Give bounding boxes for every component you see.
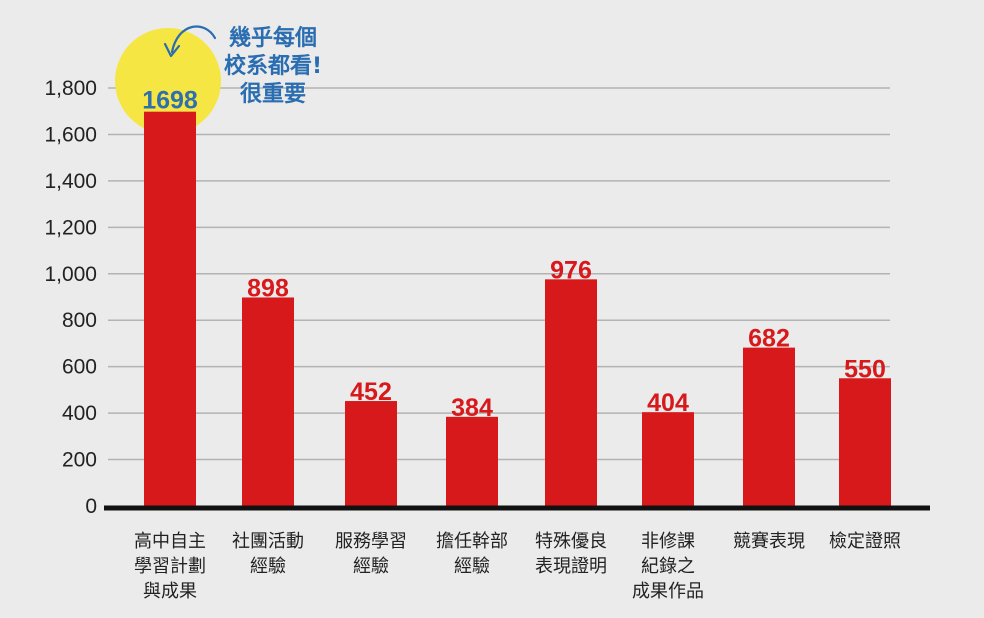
bar [743, 347, 795, 506]
category-label: 成果作品 [632, 581, 704, 602]
category-label: 高中自主 [134, 531, 206, 552]
data-label: 384 [451, 394, 493, 422]
highlight-circle [115, 28, 221, 134]
bar [345, 401, 397, 506]
data-label: 682 [748, 325, 790, 353]
category-label: 紀錄之 [641, 556, 695, 577]
bar [839, 378, 891, 506]
y-tick-label: 1,800 [44, 77, 97, 100]
annotation-arrow [170, 25, 217, 54]
data-label: 898 [247, 274, 289, 302]
data-label: 550 [844, 355, 886, 383]
annotation-text: 很重要 [240, 82, 306, 107]
category-label: 社團活動 [232, 531, 304, 552]
y-tick-label: 1,200 [44, 216, 97, 239]
category-label: 經驗 [353, 556, 389, 577]
category-label: 檢定證照 [829, 531, 901, 552]
gridlines [108, 87, 890, 461]
y-tick-label: 200 [62, 449, 97, 472]
category-label: 學習計劃 [134, 556, 206, 577]
category-label: 擔任幹部 [436, 531, 508, 552]
y-tick-label: 400 [62, 402, 97, 425]
category-label: 與成果 [143, 581, 197, 602]
y-tick-label: 1,600 [44, 123, 97, 146]
bar [642, 412, 694, 506]
y-tick-label: 0 [85, 495, 97, 518]
bar [144, 111, 196, 506]
data-label: 452 [350, 378, 392, 406]
labels: 0 200 400 600 800 1,000 1,200 1,400 1,600 1,800 16… [44, 77, 901, 602]
y-tick-label: 600 [62, 356, 97, 379]
y-tick-label: 1,000 [44, 263, 97, 286]
bar [242, 297, 294, 506]
data-label: 404 [647, 389, 689, 417]
annotation-arrowhead [163, 42, 181, 58]
category-label: 競賽表現 [733, 530, 805, 552]
bar [545, 279, 597, 506]
bar [446, 416, 498, 506]
data-label: 1698 [142, 87, 198, 115]
category-label: 特殊優良 [535, 531, 607, 552]
category-label: 非修課 [641, 531, 695, 552]
y-tick-label: 1,400 [44, 170, 97, 193]
category-label: 服務學習 [335, 531, 407, 552]
annotation-text: 校系都看! [224, 53, 322, 79]
category-label: 經驗 [250, 556, 286, 577]
highlight-layer [115, 28, 221, 134]
category-label: 經驗 [454, 556, 490, 577]
data-label: 976 [550, 256, 592, 284]
annotation-text: 幾乎每個 [229, 25, 317, 51]
y-tick-label: 800 [62, 309, 97, 332]
category-label: 表現證明 [535, 556, 607, 577]
bars [144, 111, 891, 506]
